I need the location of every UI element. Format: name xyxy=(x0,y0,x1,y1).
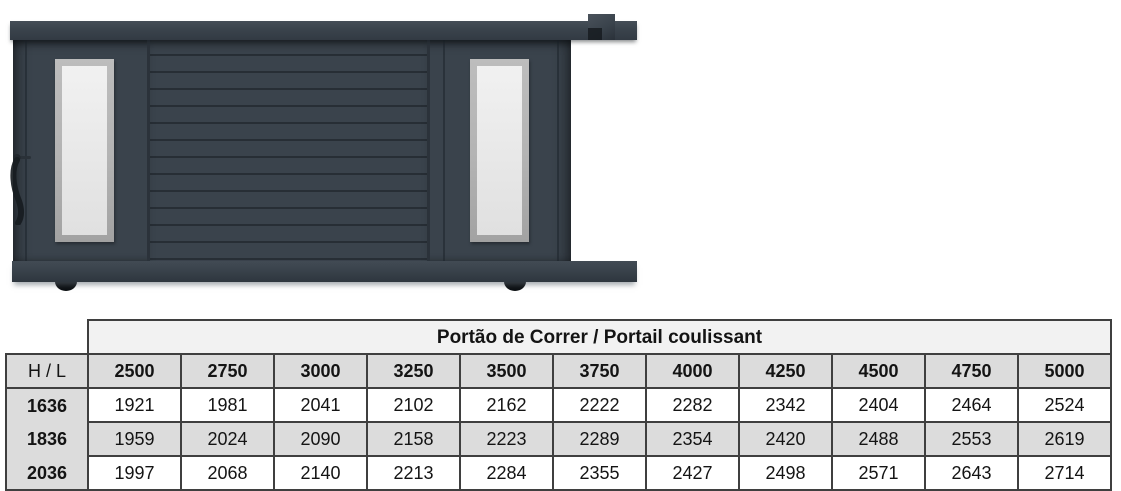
gate-bottom-rail xyxy=(12,261,637,282)
column-header-3750: 3750 xyxy=(552,353,647,389)
column-header-2500: 2500 xyxy=(87,353,182,389)
price-cell: 2553 xyxy=(924,421,1019,457)
price-cell: 2714 xyxy=(1017,455,1112,491)
table-row-1836: 1836 1959 2024 2090 2158 2223 2289 2354 2420 2488… xyxy=(5,421,1112,457)
size-price-table: Portão de Correr / Portail coulissant H /… xyxy=(5,319,1112,491)
price-cell: 2289 xyxy=(552,421,647,457)
price-cell: 2158 xyxy=(366,421,461,457)
price-cell: 2498 xyxy=(738,455,833,491)
price-cell: 2354 xyxy=(645,421,740,457)
price-cell: 2024 xyxy=(180,421,275,457)
price-cell: 2643 xyxy=(924,455,1019,491)
price-cell: 1921 xyxy=(87,387,182,423)
price-cell: 2140 xyxy=(273,455,368,491)
sliding-gate-illustration xyxy=(0,0,660,300)
column-header-4250: 4250 xyxy=(738,353,833,389)
price-cell: 2488 xyxy=(831,421,926,457)
table-row-1636: 1636 1921 1981 2041 2102 2162 2222 2282 2342 2404… xyxy=(5,387,1112,423)
price-cell: 2282 xyxy=(645,387,740,423)
corner-label-h-l: H / L xyxy=(5,353,89,389)
column-header-2750: 2750 xyxy=(180,353,275,389)
row-label-1636: 1636 xyxy=(5,388,89,422)
column-header-4500: 4500 xyxy=(831,353,926,389)
column-header-4750: 4750 xyxy=(924,353,1019,389)
price-cell: 2222 xyxy=(552,387,647,423)
table-corner-blank xyxy=(6,320,88,354)
price-cell: 1997 xyxy=(87,455,182,491)
price-cell: 2404 xyxy=(831,387,926,423)
price-cell: 2524 xyxy=(1017,387,1112,423)
column-header-3250: 3250 xyxy=(366,353,461,389)
price-cell: 2619 xyxy=(1017,421,1112,457)
price-cell: 2464 xyxy=(924,387,1019,423)
gate-guide-block-shadow xyxy=(588,28,602,40)
price-cell: 2342 xyxy=(738,387,833,423)
gate-right-window-glass xyxy=(477,66,522,235)
gate-handle-icon xyxy=(10,154,31,225)
column-header-3500: 3500 xyxy=(459,353,554,389)
price-cell: 2102 xyxy=(366,387,461,423)
price-cell: 2068 xyxy=(180,455,275,491)
gate-left-window xyxy=(55,59,114,242)
gate-body xyxy=(10,39,571,263)
row-label-1836: 1836 xyxy=(5,422,89,456)
price-cell: 2284 xyxy=(459,455,554,491)
gate-stile-seam xyxy=(443,39,445,263)
price-cell: 2355 xyxy=(552,455,647,491)
price-cell: 2420 xyxy=(738,421,833,457)
price-cell: 2090 xyxy=(273,421,368,457)
row-label-2036: 2036 xyxy=(5,456,89,491)
gate-left-window-glass xyxy=(62,66,107,235)
price-cell: 1981 xyxy=(180,387,275,423)
price-cell: 2427 xyxy=(645,455,740,491)
gate-right-window xyxy=(470,59,529,242)
column-header-4000: 4000 xyxy=(645,353,740,389)
gate-guide-block xyxy=(588,14,615,40)
price-cell: 2571 xyxy=(831,455,926,491)
price-cell: 2041 xyxy=(273,387,368,423)
price-cell: 1959 xyxy=(87,421,182,457)
gate-top-rail xyxy=(10,21,637,40)
column-header-5000: 5000 xyxy=(1017,353,1112,389)
table-row-2036: 2036 1997 2068 2140 2213 2284 2355 2427 2498 2571… xyxy=(5,455,1112,491)
gate-slat-panel xyxy=(147,39,430,263)
column-header-3000: 3000 xyxy=(273,353,368,389)
price-cell: 2162 xyxy=(459,387,554,423)
gate-stile-seam xyxy=(557,39,559,263)
gate-stile-seam xyxy=(25,39,27,263)
table-title: Portão de Correr / Portail coulissant xyxy=(87,319,1112,355)
price-cell: 2223 xyxy=(459,421,554,457)
price-cell: 2213 xyxy=(366,455,461,491)
